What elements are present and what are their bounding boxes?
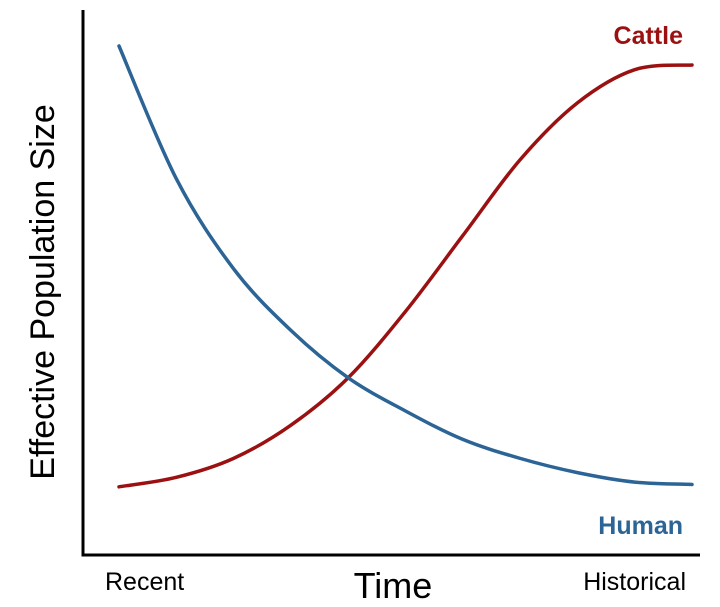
series-line-human — [117, 44, 694, 487]
x-tick-label-historical: Historical — [583, 568, 686, 596]
y-axis-title: Effective Population Size — [24, 104, 62, 480]
x-axis-title: Time — [354, 565, 433, 606]
series-lines — [117, 44, 694, 489]
series-line-cattle — [117, 63, 694, 489]
series-label-human: Human — [598, 512, 683, 540]
series-label-cattle: Cattle — [614, 22, 684, 50]
x-tick-label-recent: Recent — [105, 568, 184, 596]
